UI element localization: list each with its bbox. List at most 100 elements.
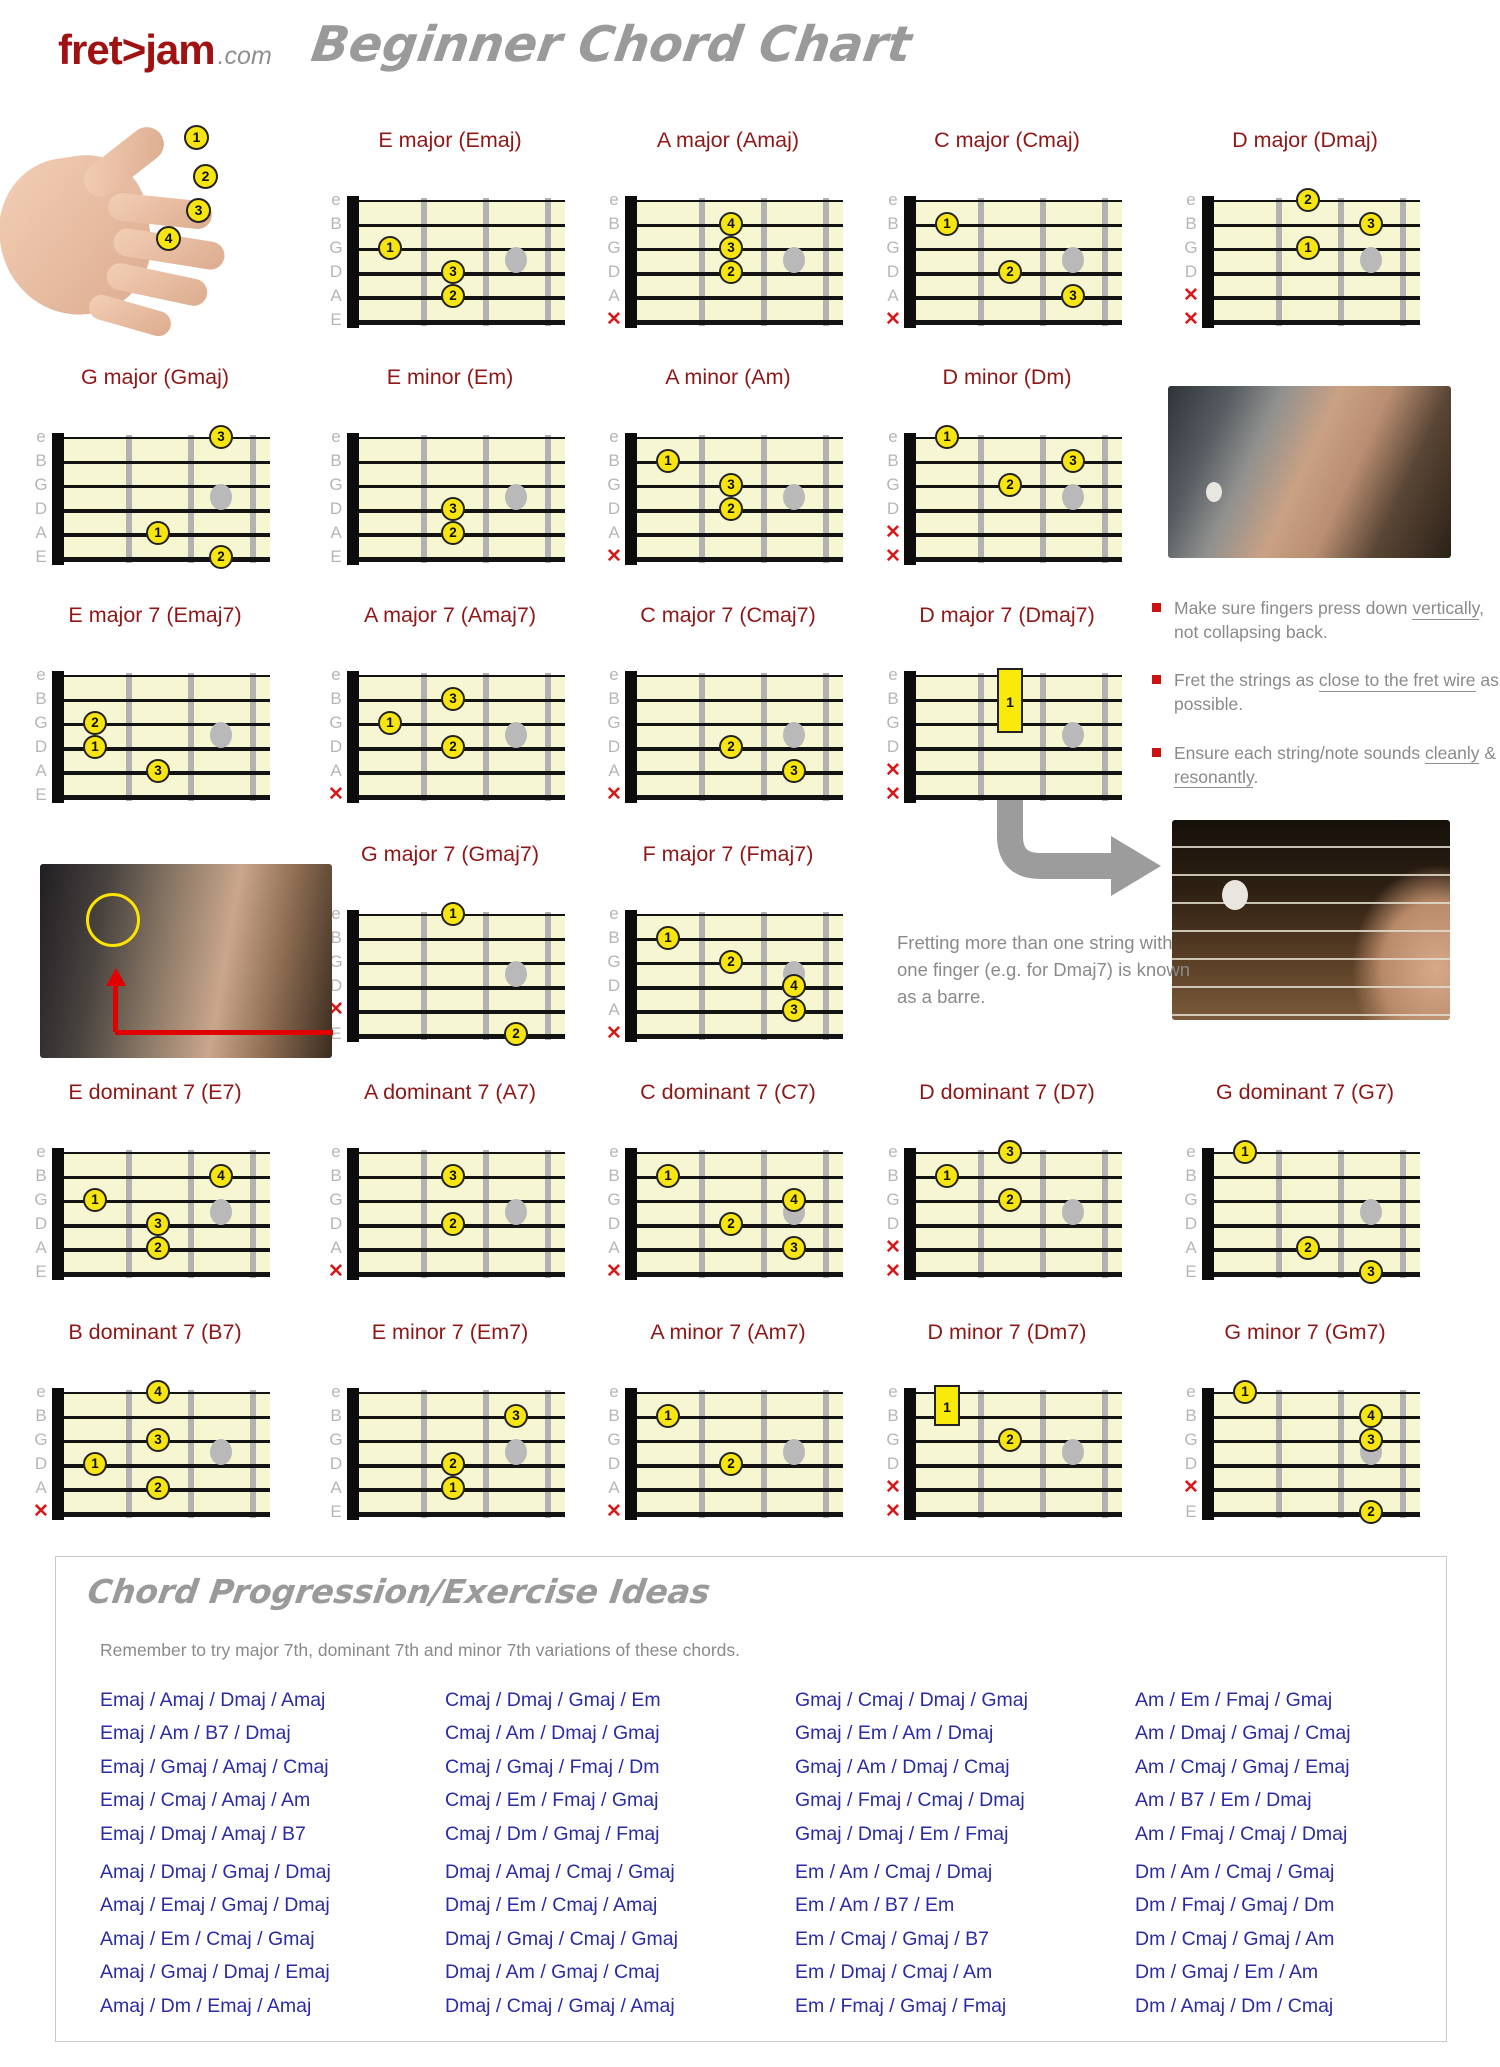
- string-line: [359, 938, 565, 941]
- fret-wire: [483, 673, 489, 801]
- chord-Gmaj7: G major 7 (Gmaj7) e B G D ✕ E 1 2: [325, 842, 575, 1057]
- string-label: D: [886, 737, 900, 756]
- chord-title: A dominant 7 (A7): [363, 1080, 537, 1104]
- fret-marker-dot: [505, 247, 527, 273]
- nut: [625, 1388, 637, 1520]
- fret-wire: [1400, 1390, 1406, 1518]
- chord-B7: B dominant 7 (B7) e B G D A ✕ 4 3 1 2: [30, 1320, 280, 1535]
- string-label: e: [331, 1142, 341, 1161]
- string-label: B: [887, 1406, 899, 1425]
- string-line: [637, 1248, 843, 1252]
- fret-wire: [250, 1390, 256, 1518]
- progression-line: Amaj / Dmaj / Gmaj / Dmaj: [100, 1861, 331, 1883]
- string-line: [916, 1416, 1122, 1419]
- fretboard: [1214, 1392, 1420, 1517]
- tip-text-segment: resonantly: [1174, 766, 1254, 789]
- fretboard: [359, 437, 565, 562]
- string-line: [1214, 1272, 1420, 1277]
- string-label: B: [330, 928, 342, 947]
- string-line: [916, 296, 1122, 300]
- nut: [52, 671, 64, 803]
- string-line: [637, 1152, 843, 1154]
- fret-wire: [823, 198, 829, 326]
- fret-wire: [1338, 1150, 1344, 1278]
- nut: [52, 1388, 64, 1520]
- finger-dot: 1: [1233, 1140, 1257, 1164]
- fretboard: [359, 200, 565, 325]
- string-label: D: [607, 1454, 621, 1473]
- progression-section-title: Chord Progression/Exercise Ideas: [85, 1572, 713, 1611]
- string-label: A: [608, 523, 620, 542]
- chord-title: B dominant 7 (B7): [68, 1320, 242, 1344]
- string-label: E: [330, 547, 342, 566]
- string-label: E: [330, 1502, 342, 1521]
- chord-diagram: e B G D A ✕ 3 1 2: [325, 663, 575, 813]
- string-line: [64, 747, 270, 751]
- fret-wire: [1040, 673, 1046, 801]
- string-label: G: [886, 1190, 900, 1209]
- fret-wire: [483, 912, 489, 1040]
- string-label: B: [608, 689, 620, 708]
- progression-line: Em / Am / B7 / Em: [795, 1894, 955, 1917]
- string-label: B: [608, 928, 620, 947]
- string-label: e: [36, 1142, 46, 1161]
- finger-dot: 2: [1359, 1500, 1383, 1524]
- muted-string-icon: ✕: [328, 784, 344, 805]
- progression-line: Dmaj / Cmaj / Gmaj / Amaj: [445, 1994, 675, 2017]
- string-label: E: [1185, 1502, 1197, 1521]
- fret-wire: [1040, 1390, 1046, 1518]
- chord-diagram: e B G D A ✕ 4 3 1 2: [30, 1380, 280, 1530]
- string-label: B: [330, 214, 342, 233]
- string-line: [637, 1176, 843, 1179]
- site-logo: fret>jam .com: [58, 26, 272, 74]
- string-line: [359, 1416, 565, 1419]
- muted-string-icon: ✕: [33, 1501, 49, 1522]
- string-label: E: [330, 1024, 342, 1043]
- fret-wire: [1102, 435, 1108, 563]
- finger-dot: 1: [441, 1476, 465, 1500]
- chord-title: G dominant 7 (G7): [1215, 1080, 1395, 1104]
- string-line: [637, 771, 843, 775]
- nut: [625, 910, 637, 1042]
- finger-dot: 3: [1359, 212, 1383, 236]
- chord-diagram: e B G D ✕ ✕ 1 2: [882, 1380, 1132, 1530]
- finger-dot: 2: [998, 1188, 1022, 1212]
- logo-jam-text: jam: [145, 26, 215, 73]
- muted-string-icon: ✕: [606, 1261, 622, 1282]
- progression-line: Cmaj / Gmaj / Fmaj / Dm: [445, 1755, 660, 1778]
- muted-string-icon: ✕: [606, 784, 622, 805]
- fret-marker-dot: [505, 1199, 527, 1225]
- chord-Am: A minor (Am) e B G D A ✕ 1 3 2: [603, 365, 853, 580]
- string-line: [359, 200, 565, 202]
- finger-dot: 1: [378, 711, 402, 735]
- finger-dot: 1: [378, 236, 402, 260]
- muted-string-icon: ✕: [885, 1261, 901, 1282]
- fret-wire: [545, 1390, 551, 1518]
- chord-diagram: e B G D A ✕ 4 3 2: [603, 188, 853, 338]
- string-line: [1214, 1176, 1420, 1179]
- fret-marker-dot: [505, 1439, 527, 1465]
- chord-title: E minor 7 (Em7): [371, 1320, 529, 1344]
- fret-wire: [761, 912, 767, 1040]
- string-label: E: [1185, 1262, 1197, 1281]
- nut: [347, 433, 359, 565]
- fret-wire: [483, 198, 489, 326]
- nut: [625, 433, 637, 565]
- string-line: [916, 1464, 1122, 1468]
- technique-tip: Ensure each string/note sounds cleanly &…: [1152, 741, 1500, 789]
- finger-dot: 3: [441, 260, 465, 284]
- fret-wire: [1338, 1390, 1344, 1518]
- finger-dot: 2: [441, 521, 465, 545]
- logo-fret-text: fret: [58, 26, 123, 73]
- chord-Fmaj7: F major 7 (Fmaj7) e B G D A ✕ 1 2 4 3: [603, 842, 853, 1057]
- string-label: D: [1184, 1214, 1198, 1233]
- string-label: e: [331, 1382, 341, 1401]
- fret-wire: [1102, 1150, 1108, 1278]
- tip-text-segment: Make sure fingers press down: [1174, 598, 1413, 618]
- fret-wire: [1276, 198, 1282, 326]
- barre-finger: 1: [934, 1385, 960, 1426]
